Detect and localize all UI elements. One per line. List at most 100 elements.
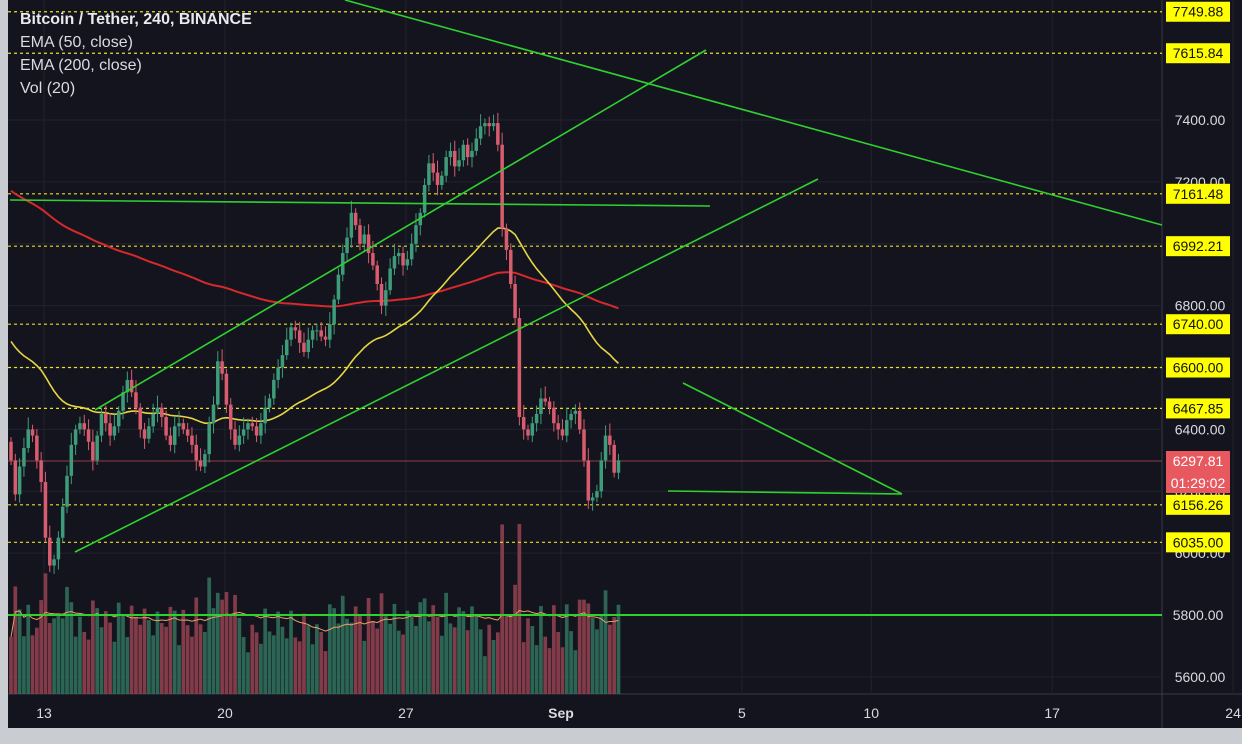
volume-bar — [405, 610, 410, 694]
level-label: 7161.48 — [1173, 186, 1224, 202]
volume-bar — [177, 645, 181, 694]
candle-body — [237, 435, 242, 445]
candle-body — [332, 299, 336, 325]
indicator-ema200[interactable]: EMA (200, close) — [20, 57, 142, 74]
candle-body — [164, 417, 168, 436]
candle-body — [534, 413, 539, 424]
candle-body — [435, 172, 440, 185]
volume-bar — [345, 618, 349, 694]
candle-body — [453, 150, 457, 167]
candle-body — [56, 537, 61, 560]
indicator-volume[interactable]: Vol (20) — [20, 80, 76, 97]
candle-body — [431, 163, 435, 173]
volume-bar — [487, 624, 492, 694]
candle-body — [272, 379, 276, 399]
candle-body — [496, 123, 500, 145]
volume-bar — [448, 623, 453, 694]
volume-bar — [444, 592, 448, 694]
support-label: 5800.00 — [1173, 607, 1224, 623]
candle-body — [121, 392, 125, 411]
volume-bar — [504, 616, 509, 694]
candle-body — [427, 163, 431, 185]
volume-bar — [388, 623, 392, 694]
volume-bar — [271, 635, 276, 694]
volume-bar — [181, 609, 186, 694]
volume-bar — [159, 623, 164, 694]
volume-bar — [125, 637, 130, 694]
countdown-label: 01:29:02 — [1171, 475, 1226, 491]
volume-bar — [263, 608, 268, 694]
level-label-bg — [1166, 357, 1230, 378]
candle-body — [384, 290, 388, 306]
volume-bar — [233, 594, 237, 694]
volume-bar — [190, 636, 194, 694]
trend-line — [667, 490, 903, 495]
level-label-bg — [1166, 236, 1230, 257]
candle-body — [233, 429, 237, 445]
plot-background — [8, 0, 1162, 694]
volume-bar — [215, 592, 220, 694]
candle-body — [396, 253, 401, 257]
candle-body — [112, 426, 117, 436]
price-axis-background — [1162, 0, 1242, 694]
volume-bar — [483, 656, 487, 694]
candle-body — [552, 407, 556, 424]
candle-body — [259, 423, 263, 436]
volume-bar — [39, 600, 44, 694]
level-label-bg — [1166, 183, 1230, 204]
volume-bar — [539, 606, 543, 694]
volume-bar — [599, 614, 604, 694]
current-price-tag — [1166, 451, 1230, 494]
ema200-line — [10, 189, 619, 310]
level-label-bg — [1166, 494, 1230, 515]
volume-bar — [276, 611, 280, 694]
volume-bar — [91, 600, 95, 694]
volume-bar — [358, 614, 362, 694]
level-label: 6156.26 — [1173, 497, 1224, 513]
volume-bar — [327, 604, 332, 694]
candle-body — [220, 361, 224, 374]
volume-bar — [513, 584, 517, 694]
level-label: 7749.88 — [1173, 4, 1224, 20]
level-label-bg — [1166, 314, 1230, 335]
candle-body — [254, 426, 259, 436]
horizontal-levels — [8, 11, 1162, 617]
volume-bar — [52, 618, 56, 694]
candle-body — [560, 429, 565, 436]
candle-body — [440, 175, 444, 185]
volume-bar — [95, 608, 100, 694]
volume-bar — [259, 643, 263, 694]
volume-bar — [409, 614, 414, 694]
indicator-ema50[interactable]: EMA (50, close) — [20, 34, 133, 51]
candle-body — [48, 537, 52, 566]
candle-body — [504, 228, 509, 250]
candle-body — [336, 274, 341, 300]
candle-body — [211, 404, 216, 424]
volume-bar — [401, 634, 405, 694]
candle-body — [569, 413, 573, 421]
time-tick-label: 13 — [36, 705, 52, 721]
candle-body — [483, 123, 487, 127]
volume-bar — [427, 621, 431, 694]
volume-bar — [60, 618, 65, 694]
volume-bar — [185, 625, 190, 694]
candle-body — [366, 234, 371, 254]
candle-body — [302, 342, 306, 353]
volume-bar — [129, 605, 134, 694]
volume-bar — [603, 590, 608, 694]
volume-bar — [452, 627, 457, 694]
candle-body — [104, 413, 108, 424]
candles — [9, 112, 621, 574]
candle-body — [22, 447, 26, 467]
volume-bar — [207, 577, 212, 694]
candle-body — [448, 150, 453, 158]
candle-body — [401, 253, 405, 266]
candle-body — [134, 392, 138, 408]
volume-bar — [289, 610, 293, 694]
price-tick-label: 6400.00 — [1175, 421, 1226, 437]
candle-body — [487, 123, 491, 127]
trend-line — [94, 49, 707, 411]
time-axis: 13 20 27 Sep 5 10 17 24 — [36, 705, 1241, 721]
